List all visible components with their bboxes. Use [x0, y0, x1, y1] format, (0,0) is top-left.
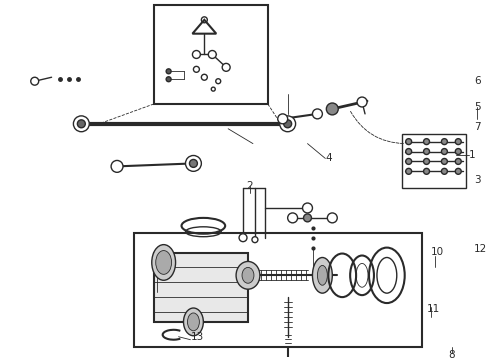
- Circle shape: [326, 103, 338, 115]
- Bar: [402, 134, 466, 188]
- Circle shape: [216, 79, 220, 84]
- Circle shape: [77, 120, 85, 128]
- Circle shape: [190, 159, 197, 167]
- Circle shape: [423, 168, 430, 174]
- Circle shape: [327, 213, 337, 223]
- Circle shape: [406, 149, 412, 154]
- Text: 9: 9: [157, 262, 163, 273]
- Text: 2: 2: [246, 181, 253, 191]
- Text: 7: 7: [474, 122, 481, 132]
- Circle shape: [302, 203, 313, 213]
- Circle shape: [357, 97, 367, 107]
- Text: 6: 6: [474, 76, 481, 86]
- Circle shape: [406, 168, 412, 174]
- Circle shape: [441, 168, 447, 174]
- Ellipse shape: [156, 251, 171, 274]
- Ellipse shape: [318, 265, 327, 285]
- Text: 10: 10: [431, 247, 443, 257]
- Ellipse shape: [313, 257, 332, 293]
- Bar: [154, 253, 248, 322]
- Circle shape: [211, 87, 215, 91]
- Circle shape: [423, 158, 430, 165]
- Circle shape: [208, 50, 216, 58]
- Ellipse shape: [242, 267, 254, 283]
- Circle shape: [406, 139, 412, 145]
- Text: 1: 1: [469, 150, 476, 161]
- Text: 13: 13: [191, 332, 204, 342]
- Circle shape: [74, 116, 89, 132]
- Circle shape: [303, 214, 312, 222]
- Circle shape: [455, 149, 461, 154]
- Circle shape: [423, 149, 430, 154]
- Text: 5: 5: [474, 102, 481, 112]
- Bar: [154, 5, 268, 104]
- Circle shape: [278, 114, 288, 124]
- Text: 8: 8: [448, 350, 455, 360]
- Text: 3: 3: [474, 175, 481, 185]
- Circle shape: [423, 139, 430, 145]
- Ellipse shape: [152, 245, 175, 280]
- Circle shape: [222, 63, 230, 71]
- Circle shape: [166, 77, 171, 82]
- Text: 12: 12: [474, 244, 488, 253]
- Text: 4: 4: [325, 153, 332, 163]
- Circle shape: [455, 168, 461, 174]
- Circle shape: [441, 158, 447, 165]
- Circle shape: [288, 213, 297, 223]
- Circle shape: [201, 74, 207, 80]
- Text: 11: 11: [426, 304, 440, 314]
- Circle shape: [252, 237, 258, 243]
- Bar: [134, 233, 421, 347]
- Circle shape: [280, 116, 295, 132]
- Circle shape: [166, 69, 171, 74]
- Ellipse shape: [236, 261, 260, 289]
- Circle shape: [31, 77, 39, 85]
- Circle shape: [193, 50, 200, 58]
- Circle shape: [194, 66, 199, 72]
- Circle shape: [441, 149, 447, 154]
- Circle shape: [111, 161, 123, 172]
- Circle shape: [284, 120, 292, 128]
- Ellipse shape: [188, 313, 199, 331]
- Circle shape: [186, 156, 201, 171]
- Circle shape: [455, 139, 461, 145]
- Circle shape: [455, 158, 461, 165]
- Ellipse shape: [184, 308, 203, 336]
- Circle shape: [239, 234, 247, 242]
- Circle shape: [406, 158, 412, 165]
- Circle shape: [441, 139, 447, 145]
- Circle shape: [313, 109, 322, 119]
